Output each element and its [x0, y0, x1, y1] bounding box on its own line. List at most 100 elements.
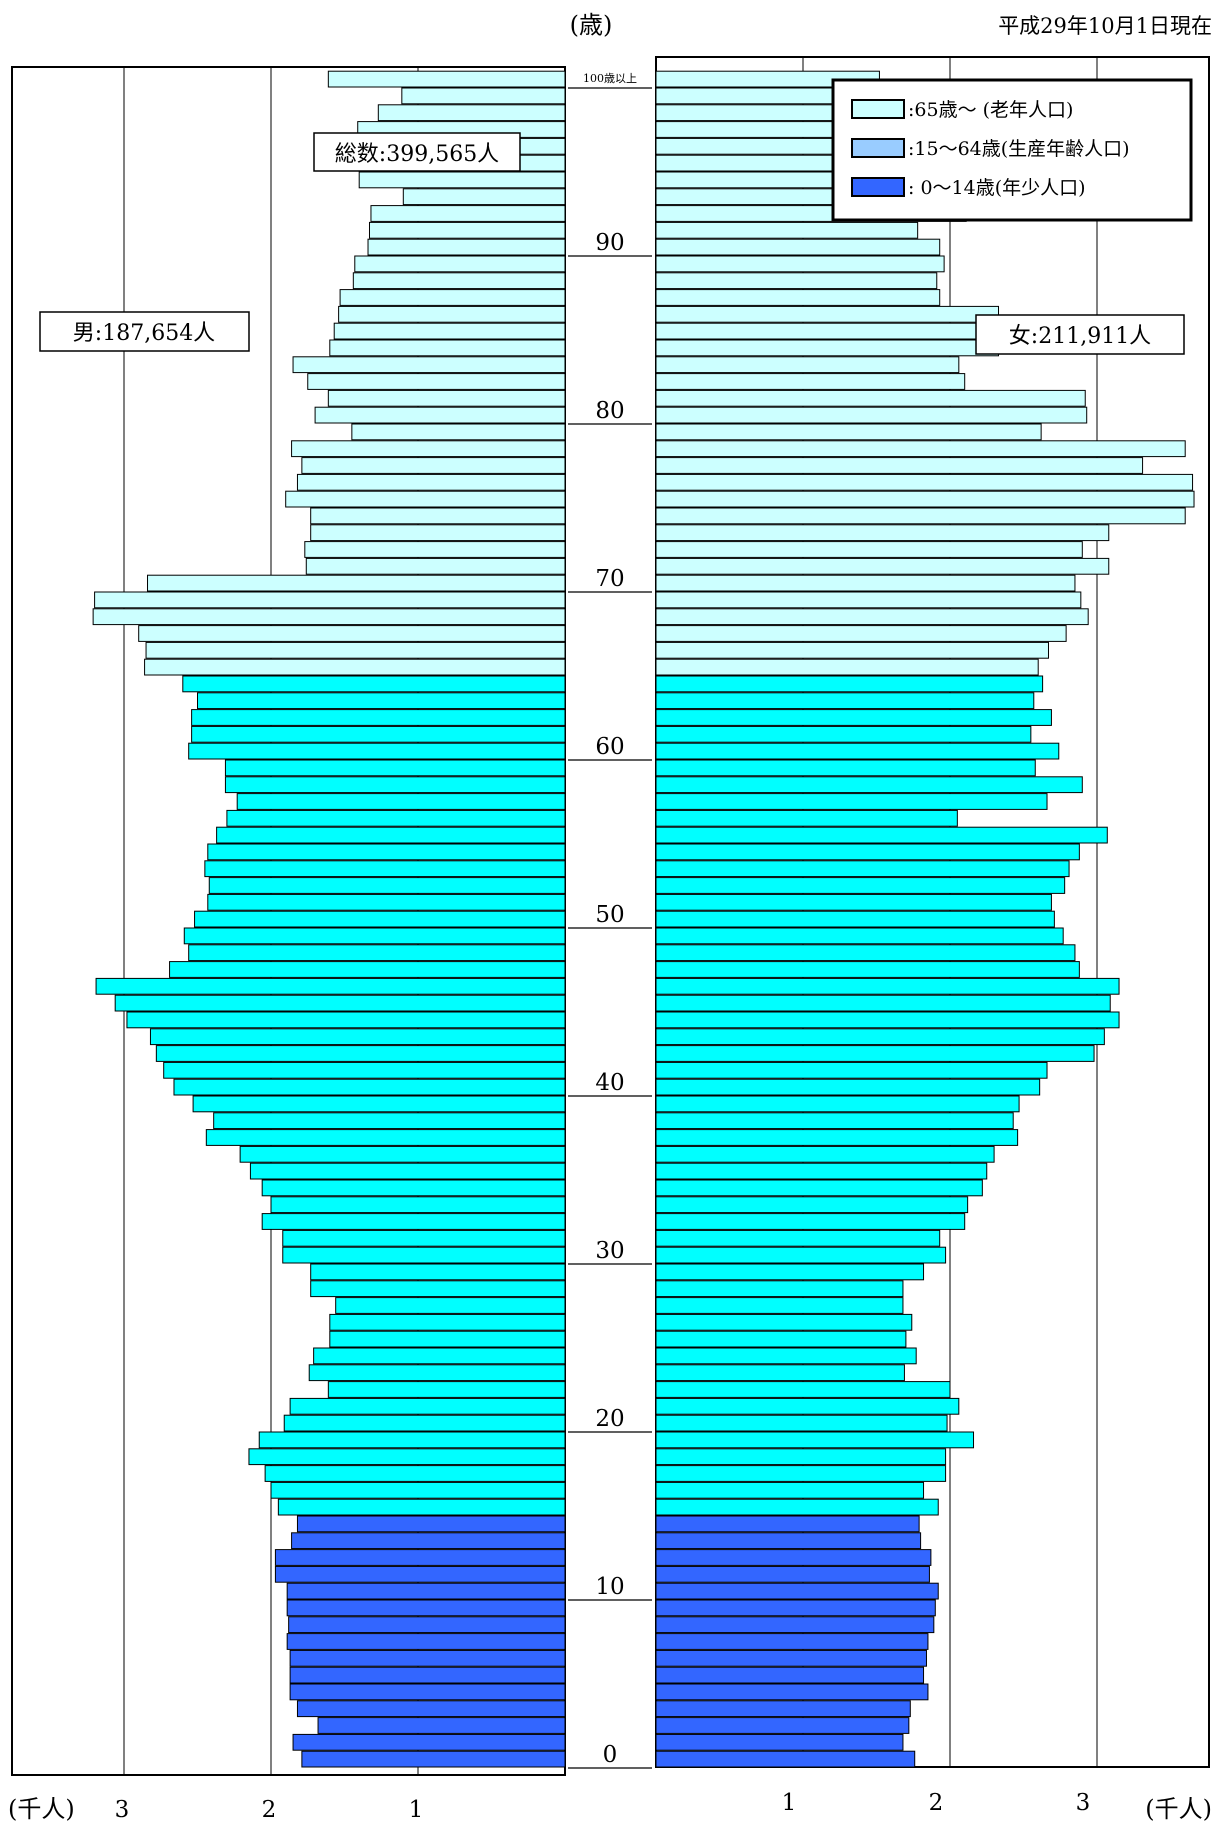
female-bar-age-40: [655, 1078, 1041, 1096]
male-bar-age-16: [270, 1481, 566, 1499]
male-bar-age-86: [338, 305, 566, 323]
female-bar-age-78: [655, 440, 1186, 458]
female-bar-age-38: [655, 1112, 1014, 1130]
female-bar-age-91: [655, 221, 919, 239]
male-bar-age-80: [314, 406, 566, 424]
female-bar-age-19: [655, 1431, 975, 1449]
male-bar-age-58: [224, 776, 566, 794]
female-bar-age-26: [655, 1313, 913, 1331]
age-label-30: 30: [595, 1238, 624, 1264]
male-bar-age-31: [282, 1229, 566, 1247]
age-label-10: 10: [595, 1574, 624, 1600]
age-label-0: 0: [603, 1742, 618, 1768]
total-label: 総数:399,565人: [335, 142, 499, 167]
male-bar-age-36: [239, 1145, 566, 1163]
female-bar-age-30: [655, 1246, 947, 1264]
female-bar-age-32: [655, 1213, 966, 1230]
male-bar-age-25: [329, 1330, 566, 1348]
female-bar-age-48: [655, 944, 1076, 962]
male-bar-age-24: [313, 1347, 566, 1365]
female-bar-age-0: [655, 1750, 916, 1768]
male-bar-age-47: [169, 961, 566, 978]
female-bar-age-74: [655, 507, 1186, 525]
female-x-tick-2: 2: [929, 1790, 944, 1816]
male-bar-age-71: [305, 557, 566, 575]
female-bar-age-1: [655, 1733, 904, 1751]
female-bar-age-88: [655, 272, 938, 290]
female-bar-age-67: [655, 625, 1067, 642]
female-bar-age-73: [655, 524, 1110, 542]
female-bar-age-56: [655, 809, 958, 827]
male-bar-age-66: [145, 641, 566, 659]
age-label-90: 90: [595, 230, 624, 256]
female-bar-age-60: [655, 742, 1060, 760]
legend-label-working: :15〜64歳(生産年齢人口): [908, 138, 1130, 160]
age-label-80: 80: [595, 398, 624, 424]
male-bar-age-88: [352, 272, 566, 290]
female-bar-age-69: [655, 591, 1082, 609]
female-bar-age-49: [655, 927, 1064, 945]
male-bar-age-38: [213, 1112, 566, 1130]
male-bar-age-56: [226, 809, 566, 827]
male-bar-age-30: [282, 1246, 566, 1264]
male-bar-age-40: [173, 1078, 566, 1096]
female-bar-age-76: [655, 473, 1194, 491]
male-bar-age-17: [264, 1465, 566, 1482]
female-bar-age-34: [655, 1179, 983, 1197]
female-bar-age-84: [655, 339, 1000, 357]
male-bar-age-5: [289, 1666, 566, 1684]
female-bar-age-80: [655, 406, 1088, 424]
female-bar-age-70: [655, 574, 1076, 592]
right-unit-label: (千人): [1145, 1795, 1212, 1823]
male-bar-age-2: [317, 1717, 566, 1734]
legend-swatch-old: [851, 99, 905, 119]
male-bar-age-8: [288, 1616, 566, 1634]
female-bar-age-64: [655, 675, 1044, 693]
male-bar-age-43: [149, 1028, 566, 1046]
male-bar-age-4: [289, 1683, 566, 1701]
male-bar-age-32: [261, 1213, 566, 1230]
male-bar-age-54: [207, 843, 566, 861]
age-label-100: 100歳以上: [583, 72, 637, 85]
male-bar-age-11: [274, 1565, 566, 1583]
male-bar-age-99: [401, 87, 566, 105]
female-bar-age-71: [655, 557, 1110, 575]
male-bar-age-74: [310, 507, 566, 525]
male-bar-age-20: [283, 1414, 566, 1432]
female-bar-age-55: [655, 826, 1108, 844]
male-label: 男:187,654人: [73, 321, 215, 346]
male-bar-age-60: [188, 742, 566, 760]
male-bar-age-37: [205, 1129, 566, 1146]
male-bar-age-68: [92, 608, 566, 626]
female-bar-age-25: [655, 1330, 907, 1348]
male-bar-age-42: [155, 1045, 566, 1062]
female-bar-age-7: [655, 1633, 929, 1650]
female-bar-age-12: [655, 1549, 932, 1566]
male-bar-age-85: [333, 322, 566, 340]
male-bar-age-39: [192, 1095, 566, 1113]
female-bar-age-31: [655, 1229, 941, 1247]
female-bar-age-21: [655, 1397, 960, 1415]
female-bar-age-82: [655, 373, 966, 390]
female-bar-age-50: [655, 910, 1055, 928]
female-bar-age-42: [655, 1045, 1095, 1062]
male-bar-age-76: [296, 473, 566, 491]
male-bar-age-48: [188, 944, 566, 962]
female-bar-age-3: [655, 1700, 911, 1718]
legend-label-young: : 0〜14歳(年少人口): [908, 177, 1086, 199]
male-bar-age-41: [163, 1061, 566, 1079]
total-box: 総数:399,565人: [313, 132, 521, 172]
male-bar-age-63: [197, 692, 566, 710]
age-axis: 0 10 20 30 40 50 60 70 80 90 100歳以上: [568, 72, 652, 1769]
female-bar-age-33: [655, 1196, 969, 1214]
female-bar-age-9: [655, 1599, 936, 1617]
age-label-50: 50: [595, 902, 624, 928]
male-bar-age-89: [354, 255, 566, 273]
female-bar-age-29: [655, 1263, 925, 1281]
legend-swatch-young: [851, 177, 905, 197]
age-unit-label: (歳): [570, 11, 613, 39]
male-bar-age-69: [94, 591, 566, 609]
age-label-40: 40: [595, 1070, 624, 1096]
male-bar-age-22: [327, 1381, 566, 1398]
female-bar-age-14: [655, 1515, 920, 1533]
